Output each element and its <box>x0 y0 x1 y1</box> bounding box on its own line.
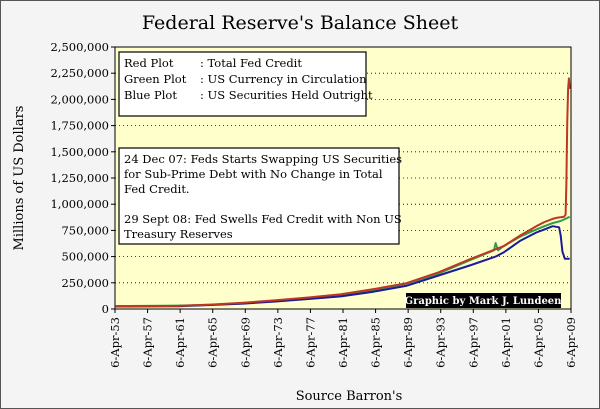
y-tick-label: 250,000 <box>61 276 109 290</box>
x-tick-label: 6-Apr-57 <box>141 317 155 368</box>
legend-desc-green: : US Currency in Circulation <box>200 72 367 86</box>
x-tick-label: 6-Apr-93 <box>434 317 448 368</box>
y-tick-label: 500,000 <box>61 250 109 264</box>
y-tick-label: 2,250,000 <box>50 66 109 80</box>
chart-title: Federal Reserve's Balance Sheet <box>142 12 459 34</box>
legend-label-green: Green Plot <box>124 72 187 86</box>
x-tick-label: 6-Apr-81 <box>336 317 350 368</box>
credit-text: Graphic by Mark J. Lundeen <box>405 296 563 307</box>
y-tick-label: 2,000,000 <box>50 92 109 106</box>
x-tick-label: 6-Apr-05 <box>531 317 545 368</box>
x-tick-label: 6-Apr-65 <box>206 317 220 368</box>
series-lines <box>115 77 571 308</box>
x-tick-label: 6-Apr-89 <box>401 317 415 368</box>
annotation-line-1: 24 Dec 07: Feds Starts Swapping US Secur… <box>124 152 402 166</box>
x-tick-label: 6-Apr-09 <box>564 317 578 368</box>
legend-label-red: Red Plot <box>124 56 174 70</box>
annotation-line-2: for Sub-Prime Debt with No Change in Tot… <box>124 167 383 181</box>
annotation-line-5: 29 Sept 08: Fed Swells Fed Credit with N… <box>124 212 402 226</box>
annotation-box: 24 Dec 07: Feds Starts Swapping US Secur… <box>118 147 402 245</box>
y-tick-label: 2,500,000 <box>50 40 109 54</box>
x-tick-label: 6-Apr-61 <box>173 317 187 368</box>
x-axis: 6-Apr-53 6-Apr-57 6-Apr-61 6-Apr-65 6-Apr-69… <box>108 309 578 368</box>
y-axis: 0 250,000 500,000 750,000 1,000,000 1,250,000… <box>50 40 115 316</box>
y-tick-label: 1,250,000 <box>50 171 109 185</box>
y-axis-label: Millions of US Dollars <box>12 106 27 251</box>
legend-desc-red: : Total Fed Credit <box>200 56 302 70</box>
legend-label-blue: Blue Plot <box>124 88 177 102</box>
y-tick-label: 1,000,000 <box>50 197 109 211</box>
series-line-total-fed-credit <box>115 77 571 308</box>
x-tick-label: 6-Apr-53 <box>108 317 122 368</box>
y-tick-label: 0 <box>102 302 109 316</box>
annotation-line-3: Fed Credit. <box>124 182 190 196</box>
x-tick-label: 6-Apr-73 <box>271 317 285 368</box>
x-tick-label: 6-Apr-01 <box>499 317 513 368</box>
x-tick-label: 6-Apr-77 <box>303 317 317 368</box>
x-axis-label: Source Barron's <box>296 389 403 404</box>
y-tick-label: 1,500,000 <box>50 145 109 159</box>
x-tick-label: 6-Apr-69 <box>238 317 252 368</box>
legend-box: Red Plot : Total Fed Credit Green Plot :… <box>118 51 373 117</box>
y-tick-label: 750,000 <box>61 223 109 237</box>
credit-box: Graphic by Mark J. Lundeen <box>405 293 563 308</box>
y-tick-label: 1,750,000 <box>50 119 109 133</box>
x-tick-label: 6-Apr-97 <box>466 317 480 368</box>
x-tick-label: 6-Apr-85 <box>369 317 383 368</box>
legend-desc-blue: : US Securities Held Outright <box>200 88 373 102</box>
annotation-line-6: Treasury Reserves <box>124 227 233 241</box>
